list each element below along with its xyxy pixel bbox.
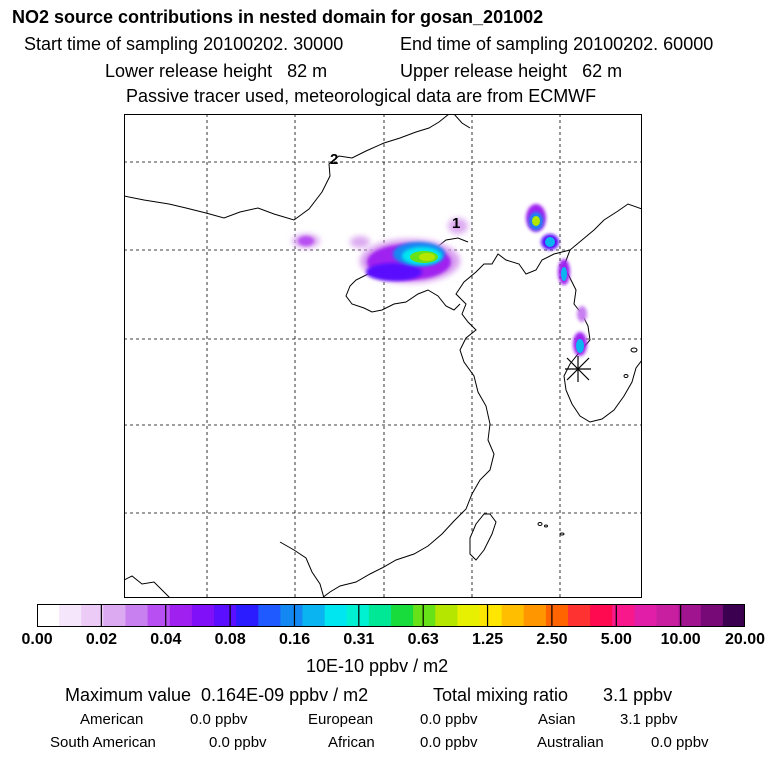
total-mixing-ratio: Total mixing ratio 3.1 ppbv (433, 685, 673, 705)
upper-release-height: Upper release height 62 m (400, 61, 623, 81)
colorbar-cell (700, 604, 724, 627)
colorbar-tick-label: 0.02 (85, 631, 117, 648)
colorbar-cell (523, 604, 547, 627)
map-frame (124, 114, 642, 598)
tracer-note: Passive tracer used, meteorological data… (126, 86, 597, 106)
colorbar-cell (678, 604, 702, 627)
maximum-value: Maximum value 0.164E-09 ppbv / m2 (65, 685, 369, 705)
colorbar-cell (169, 604, 193, 627)
colorbar-cell (612, 604, 635, 627)
region-value: 0.0 ppbv (420, 734, 478, 751)
lower-release-height: Lower release height 82 m (105, 61, 328, 81)
concentration-plumes (292, 204, 587, 356)
map-title: NO2 source contributions in nested domai… (12, 7, 544, 27)
colorbar-tick-label: 0.04 (150, 631, 182, 648)
colorbar-cell (103, 604, 127, 627)
colorbar-cell (634, 604, 658, 627)
colorbar-cell (280, 604, 304, 627)
region-name: Asian (538, 711, 576, 728)
colorbar-cell (545, 604, 569, 627)
colorbar-cell (324, 604, 348, 627)
colorbar-unit: 10E-10 ppbv / m2 (306, 656, 449, 676)
region-name: American (80, 711, 144, 728)
colorbar-cell (59, 604, 82, 627)
colorbar-cell (258, 604, 281, 627)
contour-label-2: 2 (330, 151, 338, 168)
region-name: South American (50, 734, 156, 751)
colorbar-cell (457, 604, 481, 627)
end-time: End time of sampling 20100202. 60000 (400, 34, 714, 54)
region-name: European (308, 711, 374, 728)
region-name: Australian (537, 734, 604, 751)
map-panel: 2 1 (124, 114, 642, 598)
region-value: 0.0 ppbv (190, 711, 248, 728)
region-value: 0.0 ppbv (420, 711, 478, 728)
colorbar-tick-label: 2.50 (536, 631, 568, 648)
colorbar-cell (214, 604, 237, 627)
colorbar-tick-label: 0.16 (278, 631, 311, 648)
start-time: Start time of sampling 20100202. 30000 (24, 34, 344, 54)
colorbar-tick-label: 10.00 (660, 631, 701, 648)
colorbar-cell (125, 604, 149, 627)
colorbar-cell (191, 604, 215, 627)
colorbar-cell (37, 604, 60, 627)
colorbar-cell (590, 604, 613, 627)
colorbar-tick-label: 0.63 (407, 631, 439, 648)
region-value: 3.1 ppbv (620, 711, 678, 728)
region-value: 0.0 ppbv (651, 734, 709, 751)
region-name: African (328, 734, 375, 751)
colorbar-frame (37, 604, 745, 627)
colorbar-cell (236, 604, 259, 627)
colorbar-tick-label: 5.00 (600, 631, 632, 648)
colorbar-tick-label: 20.00 (725, 631, 766, 648)
colorbar-cell (568, 604, 591, 627)
colorbar-tick-label: 1.25 (472, 631, 504, 648)
contour-label-1: 1 (452, 215, 460, 232)
receptor-marker-icon (565, 356, 591, 382)
colorbar-cell (302, 604, 326, 627)
colorbar-cell (413, 604, 436, 627)
colorbar-cell (147, 604, 171, 627)
colorbar-cell (656, 604, 680, 627)
colorbar (37, 604, 745, 627)
colorbar-cell (479, 604, 503, 627)
colorbar-cell (435, 604, 458, 627)
region-value: 0.0 ppbv (209, 734, 267, 751)
colorbar-cell (501, 604, 525, 627)
colorbar-cell (722, 604, 745, 627)
colorbar-cell (368, 604, 392, 627)
colorbar-tick-label: 0.08 (214, 631, 246, 648)
colorbar-cell (346, 604, 370, 627)
colorbar-cell (391, 604, 414, 627)
colorbar-cell (81, 604, 104, 627)
colorbar-tick-label: 0.31 (343, 631, 375, 648)
colorbar-tick-label: 0.00 (21, 631, 53, 648)
